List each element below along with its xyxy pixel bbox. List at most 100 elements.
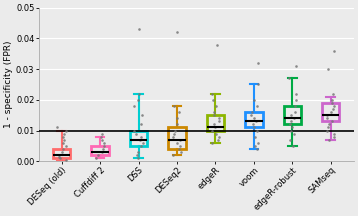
Point: [330, 107, 335, 111]
Point: [294, 92, 299, 95]
Point: [329, 101, 335, 105]
Point: [252, 135, 258, 138]
Point: [63, 158, 68, 161]
Point: [251, 98, 257, 102]
Point: [248, 113, 254, 117]
Point: [286, 77, 291, 80]
Point: [216, 116, 222, 120]
Point: [252, 144, 257, 148]
Point: [255, 141, 261, 145]
Point: [94, 156, 100, 160]
Point: [253, 120, 259, 123]
Point: [63, 144, 69, 148]
Point: [174, 116, 179, 120]
Point: [95, 153, 101, 157]
Y-axis label: 1 - specificity (FPR): 1 - specificity (FPR): [4, 41, 13, 128]
Point: [170, 153, 176, 157]
Point: [133, 132, 139, 135]
Point: [209, 141, 215, 145]
Point: [292, 110, 297, 114]
Point: [288, 129, 294, 132]
Point: [174, 123, 180, 126]
Point: [60, 141, 66, 145]
Point: [102, 141, 107, 145]
Point: [212, 123, 217, 126]
Point: [255, 129, 260, 132]
Point: [174, 141, 180, 145]
Point: [136, 92, 142, 95]
Point: [131, 104, 137, 108]
Point: [139, 135, 144, 138]
Point: [60, 147, 66, 151]
Point: [172, 129, 178, 132]
Point: [255, 61, 261, 65]
Point: [174, 30, 180, 34]
Point: [61, 138, 67, 141]
Point: [212, 113, 217, 117]
Point: [325, 113, 330, 117]
Point: [293, 98, 299, 102]
Point: [328, 110, 334, 114]
Point: [332, 132, 337, 135]
Point: [135, 156, 141, 160]
Point: [291, 132, 297, 135]
Point: [254, 147, 260, 151]
Point: [136, 98, 141, 102]
Point: [331, 104, 337, 108]
Point: [170, 135, 176, 138]
Point: [290, 144, 295, 148]
Point: [250, 123, 255, 126]
Point: [325, 126, 331, 129]
Point: [330, 92, 335, 95]
Point: [139, 113, 145, 117]
Point: [324, 129, 329, 132]
Point: [288, 120, 294, 123]
Point: [171, 132, 177, 135]
Point: [209, 92, 215, 95]
Point: [329, 98, 334, 102]
Point: [326, 123, 332, 126]
Point: [138, 144, 144, 148]
Point: [331, 135, 337, 138]
Point: [249, 110, 255, 114]
Point: [255, 83, 261, 86]
Point: [217, 135, 222, 138]
Point: [288, 113, 294, 117]
Point: [293, 64, 299, 68]
Point: [98, 135, 104, 138]
Point: [57, 156, 63, 160]
Point: [177, 138, 183, 141]
Point: [101, 144, 106, 148]
Point: [99, 150, 105, 154]
Point: [326, 67, 332, 71]
Point: [251, 126, 257, 129]
Point: [178, 150, 184, 154]
Point: [213, 126, 218, 129]
Point: [59, 150, 65, 154]
Point: [137, 27, 142, 31]
Point: [139, 123, 144, 126]
Point: [56, 155, 62, 158]
Point: [329, 120, 335, 123]
Point: [287, 138, 293, 141]
Point: [60, 135, 66, 138]
Point: [211, 110, 217, 114]
Point: [135, 150, 141, 154]
Point: [99, 132, 105, 135]
Point: [61, 132, 67, 135]
Point: [251, 116, 257, 120]
Point: [177, 144, 183, 148]
Point: [214, 132, 219, 135]
Point: [287, 123, 293, 126]
Point: [209, 129, 215, 132]
Point: [140, 141, 146, 145]
Point: [215, 138, 221, 141]
Point: [63, 129, 69, 132]
Point: [99, 138, 105, 141]
Point: [134, 153, 140, 157]
Point: [54, 126, 60, 129]
Point: [254, 104, 260, 108]
Point: [213, 104, 219, 108]
Point: [326, 138, 332, 141]
Point: [332, 49, 337, 52]
